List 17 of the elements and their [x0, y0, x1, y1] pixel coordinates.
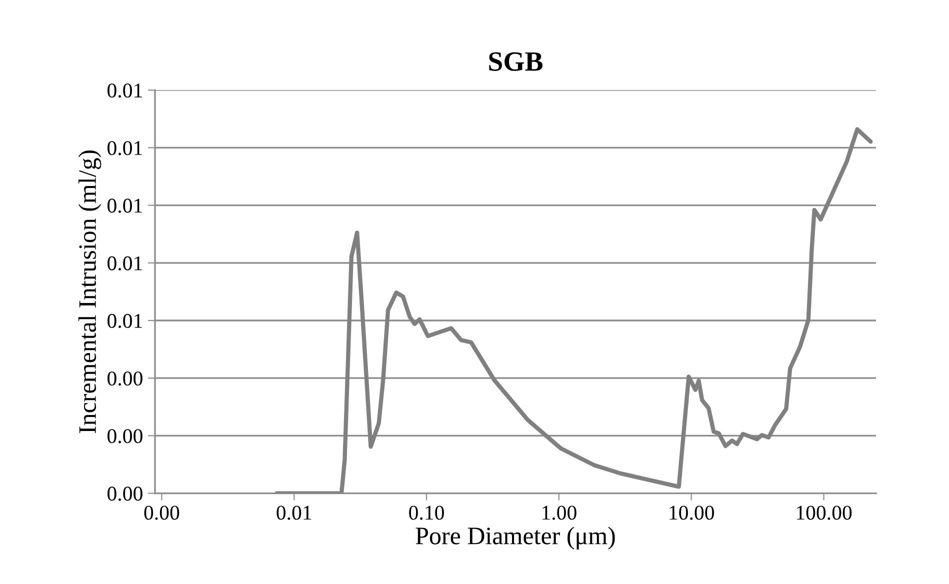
- x-axis-title: Pore Diameter (μm): [416, 526, 615, 550]
- x-tick-label: 100.00: [796, 506, 852, 520]
- y-tick-label: 0.01: [108, 141, 142, 156]
- x-tick-label: 1.00: [542, 506, 576, 520]
- y-tick-label: 0.01: [108, 314, 142, 328]
- x-tick-label: 0.00: [144, 506, 180, 520]
- y-tick-label: 0.00: [108, 429, 142, 444]
- chart-title: SGB: [489, 52, 543, 71]
- x-tick-label: 0.01: [276, 506, 312, 520]
- y-tick-label: 0.01: [108, 83, 142, 98]
- x-tick-label: 10.00: [670, 506, 714, 520]
- x-tick-label: 0.10: [409, 506, 444, 520]
- y-tick-label: 0.00: [108, 371, 142, 386]
- y-tick-label: 0.01: [108, 198, 142, 213]
- y-tick-label: 0.00: [108, 486, 142, 501]
- y-tick-label: 0.01: [108, 256, 142, 270]
- y-axis-title: Incremental Intrusion (ml/g): [78, 150, 102, 434]
